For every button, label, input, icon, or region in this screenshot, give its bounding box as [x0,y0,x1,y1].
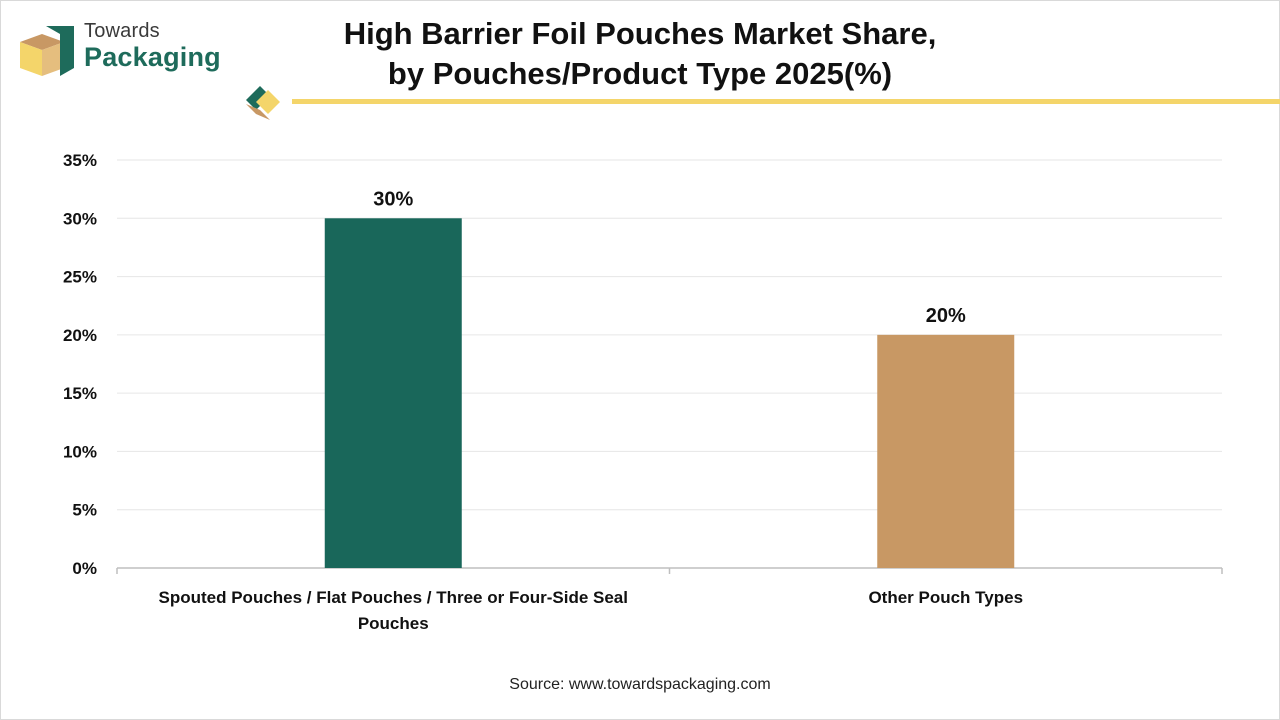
y-tick-label: 25% [63,268,97,287]
bar [324,218,462,569]
title-underline [292,99,1280,104]
box-logo-icon [20,26,74,76]
brand-name-line1: Towards [84,20,160,42]
y-tick-label: 15% [63,384,97,403]
chart-title: High Barrier Foil Pouches Market Share, … [330,14,950,94]
chart-title-line2: by Pouches/Product Type 2025(%) [387,56,893,91]
y-tick-label: 10% [63,442,97,461]
x-tick-label: Spouted Pouches / Flat Pouches / Three o… [159,588,628,607]
diamond-accent-icon [246,86,280,120]
y-tick-label: 5% [72,501,97,520]
x-tick-label: Other Pouch Types [868,588,1023,607]
brand-logo [16,20,256,84]
brand-name-line2: Packaging [84,42,221,72]
source-note: Source: www.towardspackaging.com [509,676,771,693]
y-tick-label: 0% [72,559,97,578]
x-tick-label: Pouches [358,614,429,633]
chart-title-line1: High Barrier Foil Pouches Market Share, [343,16,937,51]
y-tick-label: 30% [63,209,97,228]
data-label: 30% [373,188,413,210]
data-label: 20% [926,305,966,327]
y-tick-label: 35% [63,151,97,170]
bar [877,334,1015,568]
y-tick-label: 20% [63,326,97,345]
